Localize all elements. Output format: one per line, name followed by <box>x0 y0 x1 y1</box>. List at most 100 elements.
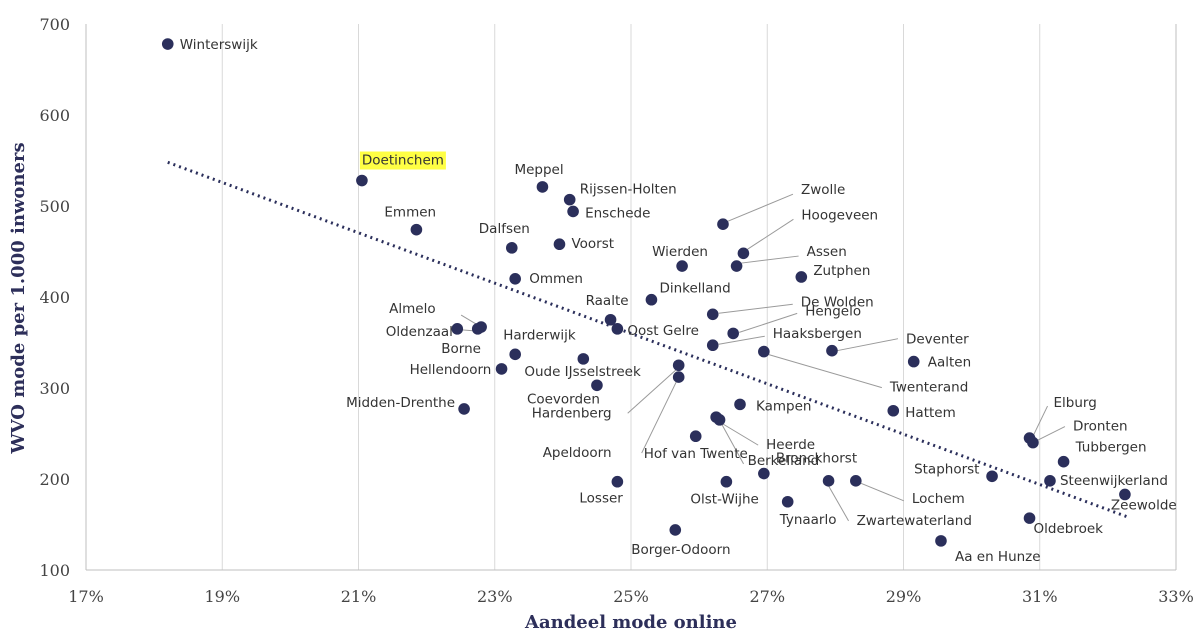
point-label: Oost Gelre <box>627 323 699 339</box>
data-point <box>611 475 624 488</box>
data-point <box>1044 475 1056 487</box>
point-label: Dinkelland <box>659 281 730 297</box>
point-label: Oude IJsselstreek <box>524 364 641 380</box>
data-point <box>822 475 835 487</box>
data-point <box>826 344 838 357</box>
x-tick-label: 29% <box>886 587 922 606</box>
data-point <box>509 348 521 361</box>
point-label: Losser <box>579 491 623 507</box>
x-tick-label: 33% <box>1158 587 1194 606</box>
point-label: Almelo <box>389 301 435 317</box>
point-label: Olst-Wijhe <box>690 492 758 508</box>
data-point <box>563 193 576 206</box>
trendline <box>167 160 1129 519</box>
point-label: Deventer <box>906 332 969 348</box>
leader-line <box>739 312 798 333</box>
y-axis-title: WVO mode per 1.000 inwoners <box>8 142 29 454</box>
data-point <box>795 271 808 283</box>
data-point <box>672 371 685 383</box>
leader-line <box>727 193 794 222</box>
leader-line <box>859 482 905 502</box>
point-label: Elburg <box>1054 395 1097 411</box>
point-label: Oldebroek <box>1034 521 1104 537</box>
point-label: Harderwijk <box>503 327 576 343</box>
point-label: Dronten <box>1073 419 1128 435</box>
point-label: Steenwijkerland <box>1060 473 1168 489</box>
point-label: Doetinchem <box>362 153 444 169</box>
data-point <box>1057 455 1070 468</box>
point-label: Emmen <box>384 205 436 221</box>
y-tick-label: 400 <box>39 288 70 307</box>
point-label: Hoogeveen <box>801 207 878 223</box>
data-point <box>713 414 726 426</box>
y-tick-label: 500 <box>39 197 70 216</box>
data-point <box>676 260 688 272</box>
point-label: Wierden <box>652 244 708 260</box>
leader-line <box>747 218 794 250</box>
x-axis-title: Aandeel mode online <box>524 612 737 633</box>
point-label: Tubbergen <box>1075 440 1147 456</box>
point-label: Aa en Hunze <box>955 549 1041 565</box>
data-point <box>1119 488 1131 501</box>
point-label: Enschede <box>585 205 650 221</box>
data-point <box>505 242 518 254</box>
point-label: Voorst <box>571 236 614 252</box>
y-tick-label: 300 <box>39 379 70 398</box>
point-label: Borne <box>441 341 481 357</box>
data-point <box>758 467 770 480</box>
data-point <box>611 323 624 335</box>
data-point <box>706 308 719 321</box>
data-point <box>1027 436 1039 449</box>
data-point <box>935 535 947 547</box>
leader-line <box>836 338 899 352</box>
data-point <box>689 430 702 443</box>
point-label: Haaksbergen <box>773 326 862 342</box>
point-label: Rijssen-Holten <box>580 182 677 198</box>
leader-line <box>721 423 745 465</box>
data-point <box>577 353 590 365</box>
x-tick-label: 19% <box>204 587 240 606</box>
data-point <box>451 323 464 335</box>
data-point <box>495 363 508 375</box>
axes: 17% 19% 21% 23% 25% 27% 29% 31% 33% 100 200 300 400 5… <box>39 15 1193 606</box>
point-label: Staphorst <box>914 461 979 477</box>
point-label: Zwolle <box>801 182 845 198</box>
data-point <box>781 495 794 508</box>
point-label: Assen <box>807 244 847 260</box>
data-point <box>850 475 862 487</box>
x-tick-label: 21% <box>341 587 377 606</box>
data-points <box>161 38 1131 547</box>
label-highlight <box>359 151 446 170</box>
data-point <box>410 223 423 236</box>
data-point <box>553 238 566 251</box>
data-point <box>1023 512 1036 524</box>
point-label: Kampen <box>756 398 811 414</box>
point-label: De Wolden <box>801 294 874 310</box>
y-tick-label: 700 <box>39 15 70 34</box>
data-point <box>986 470 998 483</box>
point-label: Tynaarlo <box>779 512 837 528</box>
data-point <box>161 38 174 50</box>
point-label: Hellendoorn <box>410 362 492 378</box>
data-point <box>672 359 685 372</box>
point-label: Apeldoorn <box>543 445 612 461</box>
data-point <box>471 323 484 335</box>
point-label: Oldenzaal <box>386 324 453 340</box>
point-label: Hengelo <box>805 303 861 319</box>
leader-line <box>641 380 678 454</box>
leader-line <box>627 368 678 414</box>
point-label: Hardenberg <box>532 405 612 421</box>
y-tick-label: 600 <box>39 106 70 125</box>
data-point <box>734 398 746 411</box>
data-point <box>727 327 739 340</box>
trendline-group <box>167 160 1129 519</box>
point-label: Zwartewaterland <box>857 513 972 529</box>
point-label: Meppel <box>514 162 563 178</box>
data-point <box>458 403 470 415</box>
leader-line <box>718 303 793 314</box>
data-point <box>536 181 549 193</box>
point-label: Ommen <box>529 271 583 287</box>
x-tick-label: 23% <box>477 587 513 606</box>
leader-line <box>1033 405 1048 436</box>
